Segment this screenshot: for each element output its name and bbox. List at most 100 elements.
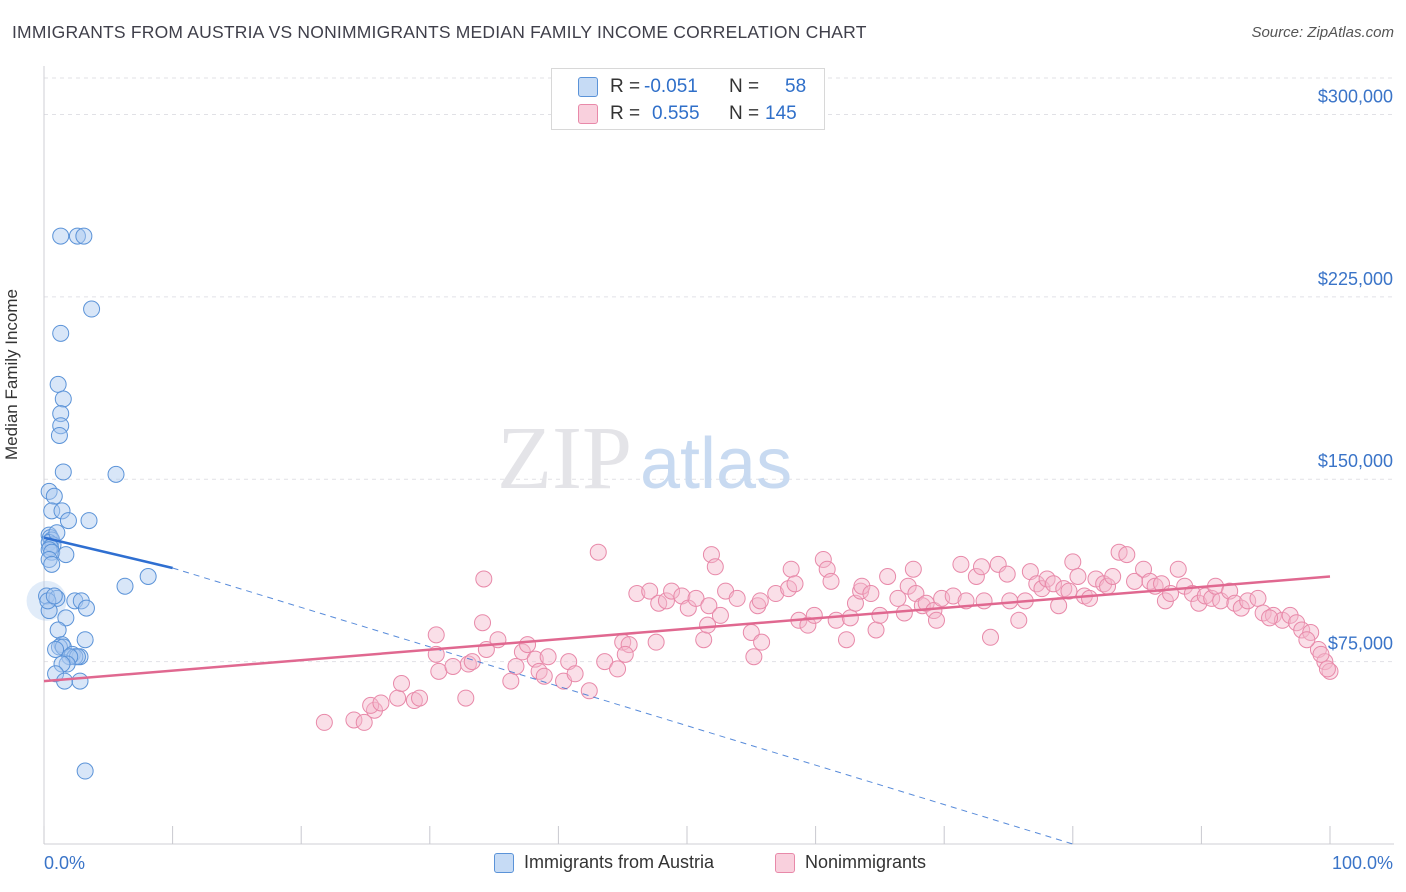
nonimmigrants-point: [355, 713, 373, 731]
stats-r-label: R =: [610, 76, 641, 97]
nonimmigrants-points: [315, 543, 1339, 731]
nonimmigrants-point: [1239, 592, 1257, 610]
nonimmigrants-point: [411, 689, 429, 707]
nonimmigrants-point: [799, 616, 817, 634]
nonimmigrants-point: [967, 568, 985, 586]
legend-label-austria: Immigrants from Austria: [524, 852, 715, 872]
y-tick-label: $300,000: [1318, 86, 1393, 106]
nonimmigrants-point: [728, 589, 746, 607]
nonimmigrants-point: [663, 582, 681, 600]
austria-point: [83, 300, 101, 318]
nonimmigrants-point: [1001, 592, 1019, 610]
nonimmigrants-point: [1232, 599, 1250, 617]
nonimmigrants-point: [1312, 645, 1330, 663]
nonimmigrants-point: [427, 626, 445, 644]
nonimmigrants-point: [430, 662, 448, 680]
nonimmigrants-point: [1249, 589, 1267, 607]
austria-trend-dashed: [172, 567, 1073, 845]
stats-swatch-nonimmigrants: [578, 104, 598, 124]
austria-point: [53, 502, 71, 520]
nonimmigrants-point: [362, 696, 380, 714]
nonimmigrants-point: [687, 589, 705, 607]
nonimmigrants-point: [457, 689, 475, 707]
y-tick-label: $150,000: [1318, 451, 1393, 471]
nonimmigrants-point: [345, 711, 363, 729]
austria-point: [107, 465, 125, 483]
nonimmigrants-point: [1104, 568, 1122, 586]
austria-point: [52, 405, 70, 423]
nonimmigrants-point: [616, 645, 634, 663]
nonimmigrants-point: [1190, 594, 1208, 612]
austria-points: [26, 227, 157, 780]
stats-n-label: N =: [729, 76, 760, 97]
nonimmigrants-point: [711, 606, 729, 624]
austria-point: [76, 631, 94, 649]
nonimmigrants-point: [699, 616, 717, 634]
watermark-atlas: atlas: [640, 424, 792, 504]
legend-item-nonimmigrants[interactable]: Nonimmigrants: [775, 852, 926, 873]
nonimmigrants-point: [1261, 609, 1279, 627]
nonimmigrants-point: [507, 657, 525, 675]
nonimmigrants-point: [474, 614, 492, 632]
nonimmigrants-point: [700, 597, 718, 615]
nonimmigrants-point: [981, 628, 999, 646]
austria-point: [45, 487, 63, 505]
y-tick-label: $225,000: [1318, 269, 1393, 289]
nonimmigrants-point: [1045, 575, 1063, 593]
nonimmigrants-point: [372, 694, 390, 712]
legend: Immigrants from Austria Nonimmigrants: [0, 852, 1406, 878]
stats-r-label: R =: [610, 103, 641, 124]
stats-n-label: N =: [729, 103, 760, 124]
chart-title: IMMIGRANTS FROM AUSTRIA VS NONIMMIGRANTS…: [12, 22, 867, 42]
stats-swatch-austria: [578, 77, 598, 97]
nonimmigrants-point: [1081, 589, 1099, 607]
stats-row-nonimmigrants: R = 0.555 N = 145: [552, 101, 824, 127]
nonimmigrants-point: [641, 582, 659, 600]
austria-point: [59, 512, 77, 530]
nonimmigrants-point: [927, 611, 945, 629]
nonimmigrants-point: [539, 648, 557, 666]
legend-item-austria[interactable]: Immigrants from Austria: [494, 852, 714, 873]
nonimmigrants-point: [853, 577, 871, 595]
austria-point: [52, 227, 70, 245]
nonimmigrants-point: [1298, 631, 1316, 649]
austria-trend-line: [43, 536, 173, 570]
trend-lines: [43, 536, 1331, 845]
austria-point: [54, 390, 72, 408]
y-tick-label: $75,000: [1328, 634, 1393, 654]
nonimmigrants-point: [695, 631, 713, 649]
nonimmigrants-point: [620, 636, 638, 654]
nonimmigrants-point: [862, 585, 880, 603]
nonimmigrants-point: [895, 604, 913, 622]
nonimmigrants-point: [952, 555, 970, 573]
nonimmigrants-point: [879, 568, 897, 586]
austria-point: [40, 550, 58, 568]
austria-point: [50, 426, 68, 444]
nonimmigrants-point: [444, 657, 462, 675]
nonimmigrants-point: [749, 597, 767, 615]
austria-point: [57, 609, 75, 627]
x-tick-label: 0.0%: [44, 853, 85, 873]
source-label: Source: ZipAtlas.com: [1251, 24, 1394, 41]
austria-point: [52, 324, 70, 342]
nonimmigrants-point: [998, 565, 1016, 583]
nonimmigrants-point: [1196, 587, 1214, 605]
austria-point: [49, 621, 67, 639]
nonimmigrants-point: [822, 572, 840, 590]
nonimmigrants-point: [1010, 611, 1028, 629]
y-tick-labels: $75,000 $150,000 $225,000 $300,000: [1318, 86, 1393, 653]
legend-label-nonimmigrants: Nonimmigrants: [805, 852, 927, 872]
austria-point: [43, 502, 61, 520]
stats-n-value: 58: [785, 76, 807, 97]
nonimmigrants-point: [1169, 560, 1187, 578]
nonimmigrants-point: [1069, 568, 1087, 586]
nonimmigrants-point: [745, 648, 763, 666]
nonimmigrants-point: [1060, 582, 1078, 600]
nonimmigrants-point: [657, 592, 675, 610]
nonimmigrants-point: [814, 550, 832, 568]
nonimmigrants-point: [975, 592, 993, 610]
nonimmigrants-point: [647, 633, 665, 651]
nonimmigrants-point: [827, 611, 845, 629]
nonimmigrants-point: [596, 653, 614, 671]
